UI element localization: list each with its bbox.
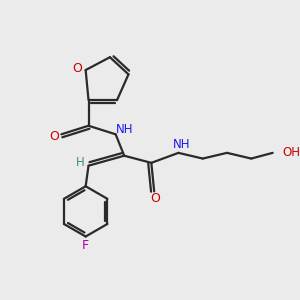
Text: NH: NH [172, 138, 190, 152]
Text: O: O [49, 130, 59, 143]
Text: NH: NH [116, 123, 133, 136]
Text: O: O [150, 192, 160, 205]
Text: F: F [82, 238, 89, 252]
Text: OH: OH [282, 146, 300, 159]
Text: H: H [76, 156, 84, 169]
Text: O: O [73, 61, 82, 75]
